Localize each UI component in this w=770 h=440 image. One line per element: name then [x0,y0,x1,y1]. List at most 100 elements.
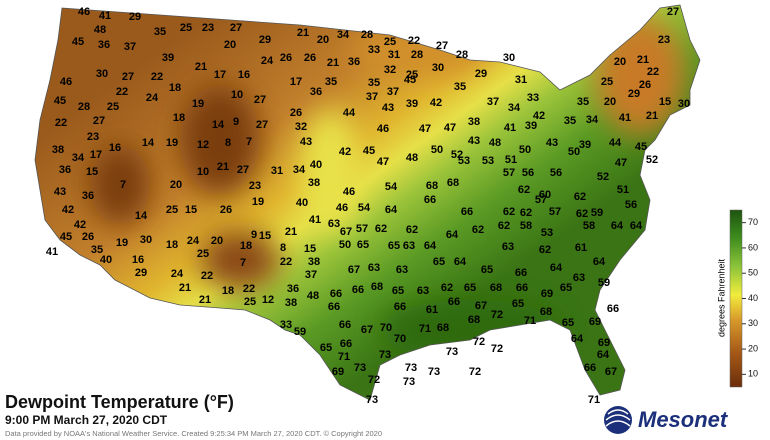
station-value: 66 [448,296,460,308]
station-value: 14 [212,119,225,131]
station-value: 50 [519,144,531,156]
station-value: 73 [379,349,391,361]
station-value: 43 [468,135,480,147]
station-value: 65 [357,239,369,251]
station-value: 45 [72,36,84,48]
station-value: 29 [475,68,487,80]
station-value: 41 [619,112,631,124]
station-value: 73 [403,376,415,388]
station-value: 24 [261,55,274,67]
station-value: 57 [549,206,561,218]
station-value: 27 [237,164,249,176]
station-value: 50 [568,146,580,158]
station-value: 21 [637,54,649,66]
station-value: 69 [541,288,553,300]
station-value: 64 [593,256,606,268]
station-value: 69 [589,316,601,328]
station-value: 66 [352,284,364,296]
station-value: 12 [197,139,209,151]
station-value: 35 [368,77,380,89]
station-value: 21 [297,27,309,39]
station-value: 47 [615,157,627,169]
station-value: 34 [337,29,350,41]
credit: Data provided by NOAA's National Weather… [5,429,382,438]
station-value: 71 [588,394,600,406]
station-value: 16 [109,142,121,154]
station-value: 66 [339,319,351,331]
station-value: 64 [597,349,610,361]
station-value: 53 [458,155,470,167]
colorbar-tick-label: 10 [748,369,758,379]
station-value: 42 [62,204,74,216]
station-value: 69 [598,337,610,349]
station-value: 45 [54,95,66,107]
station-value: 28 [361,29,373,41]
station-value: 15 [185,204,197,216]
station-value: 63 [417,285,429,297]
station-value: 20 [614,56,626,68]
station-value: 38 [308,177,320,189]
station-value: 20 [604,96,616,108]
station-value: 23 [658,34,670,46]
station-value: 23 [249,180,261,192]
station-value: 31 [515,74,527,86]
station-value: 69 [332,366,344,378]
station-value: 37 [124,41,136,53]
station-value: 67 [340,226,352,238]
station-value: 30 [96,68,108,80]
station-value: 33 [527,92,539,104]
station-value: 26 [280,52,292,64]
station-value: 59 [591,207,603,219]
station-value: 56 [522,167,534,179]
station-value: 65 [512,298,524,310]
station-value: 47 [377,156,389,168]
station-value: 42 [74,219,86,231]
station-value: 21 [195,61,207,73]
station-value: 64 [571,333,584,345]
station-value: 35 [564,115,576,127]
station-value: 26 [639,79,651,91]
station-value: 58 [583,220,595,232]
station-value: 45 [635,141,647,153]
station-value: 39 [406,98,418,110]
station-value: 17 [214,69,226,81]
station-value: 63 [573,272,585,284]
station-value: 26 [290,107,302,119]
station-value: 30 [503,52,515,64]
station-value: 24 [171,268,184,280]
station-value: 64 [550,262,563,274]
station-value: 66 [330,288,342,300]
station-value: 65 [562,317,574,329]
station-value: 38 [308,256,320,268]
station-value: 25 [180,22,192,34]
station-value: 27 [230,22,242,34]
station-value: 60 [539,189,551,201]
station-value: 68 [371,281,383,293]
station-value: 32 [384,64,396,76]
station-value: 66 [584,362,596,374]
station-value: 27 [667,6,679,18]
station-value: 25 [384,36,396,48]
station-value: 41 [309,214,321,226]
station-value: 62 [472,224,484,236]
station-value: 62 [441,282,453,294]
station-value: 57 [535,194,547,206]
station-value: 62 [539,244,551,256]
station-value: 63 [368,262,380,274]
station-value: 62 [518,184,530,196]
station-value: 72 [469,366,481,378]
station-value: 66 [424,194,436,206]
station-value: 58 [520,220,532,232]
station-value: 27 [254,94,266,106]
station-value: 66 [328,301,340,313]
map-subtitle: 9:00 PM March 27, 2020 CDT [5,413,168,427]
station-value: 72 [491,343,503,355]
station-value: 44 [609,137,622,149]
station-value: 29 [259,34,271,46]
station-value: 68 [490,282,502,294]
station-value: 21 [327,57,339,69]
station-value: 65 [464,282,476,294]
station-value: 38 [52,144,64,156]
station-value: 29 [135,267,147,279]
